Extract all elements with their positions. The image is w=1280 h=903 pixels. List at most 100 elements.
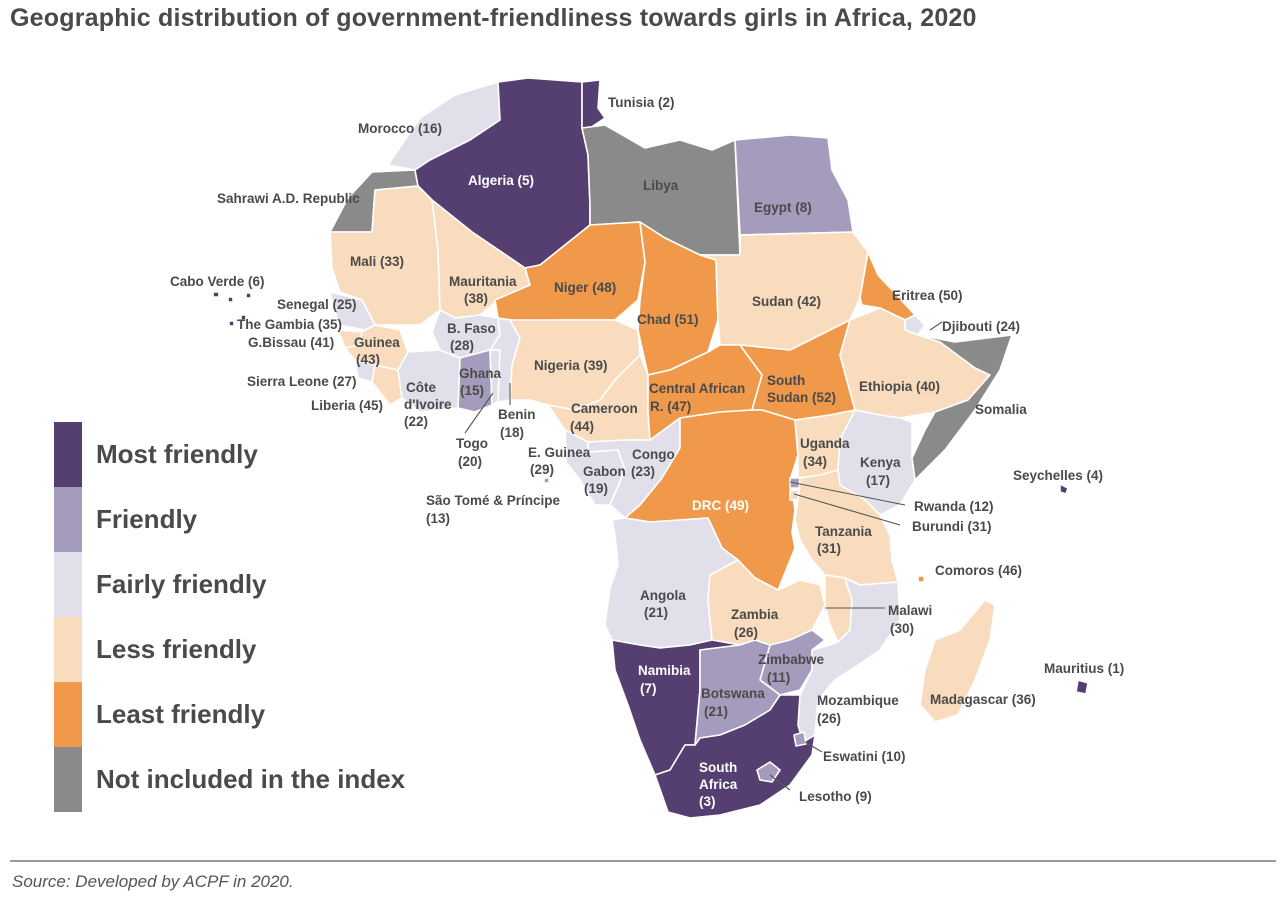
label-malawi-1: Malawi xyxy=(888,603,932,618)
source-note: Source: Developed by ACPF in 2020. xyxy=(12,872,294,891)
footer-divider xyxy=(10,860,1276,862)
label-sierra-leone: Sierra Leone (27) xyxy=(247,374,357,389)
legend-swatch xyxy=(54,552,82,617)
legend-item-least-friendly: Least friendly xyxy=(54,682,405,747)
label-eguinea-1: E. Guinea xyxy=(528,445,591,460)
label-mali: Mali (33) xyxy=(350,254,404,269)
region-comoros[interactable] xyxy=(917,575,925,583)
label-benin-1: Benin xyxy=(498,407,536,422)
label-angola-1: Angola xyxy=(640,588,686,603)
region-seychelles[interactable] xyxy=(1059,483,1069,495)
label-car-1: Central African xyxy=(649,381,745,396)
label-eritrea: Eritrea (50) xyxy=(892,288,963,303)
label-madagascar: Madagascar (36) xyxy=(930,692,1036,707)
label-tunisia: Tunisia (2) xyxy=(608,95,675,110)
region-lesotho[interactable] xyxy=(756,761,781,783)
label-cameroon-2: (44) xyxy=(570,419,594,434)
label-djibouti: Djibouti (24) xyxy=(942,319,1020,334)
region-egypt[interactable] xyxy=(734,134,854,236)
label-chad: Chad (51) xyxy=(637,312,699,327)
label-angola-2: (21) xyxy=(644,605,668,620)
label-tanzania-2: (31) xyxy=(817,541,841,556)
legend-item-less-friendly: Less friendly xyxy=(54,617,405,682)
label-namibia-2: (7) xyxy=(640,681,657,696)
region-madagascar[interactable] xyxy=(919,599,996,723)
label-ssudan-2: Sudan (52) xyxy=(767,390,836,405)
label-safrica-2: Africa xyxy=(699,777,738,792)
label-cote-2: d'Ivoire xyxy=(404,397,452,412)
label-bfaso-1: B. Faso xyxy=(447,321,496,336)
region-sao-tome[interactable] xyxy=(543,477,550,484)
legend-swatch xyxy=(54,487,82,552)
label-libya: Libya xyxy=(643,178,679,193)
region-tunisia[interactable] xyxy=(581,79,606,129)
region-mauritius[interactable] xyxy=(1075,679,1089,695)
label-namibia-1: Namibia xyxy=(638,663,691,678)
legend-swatch xyxy=(54,422,82,487)
label-nigeria: Nigeria (39) xyxy=(534,358,608,373)
legend-label: Friendly xyxy=(96,504,198,534)
label-comoros: Comoros (46) xyxy=(935,563,1022,578)
label-ssudan-1: South xyxy=(767,373,805,388)
label-uganda-1: Uganda xyxy=(800,436,850,451)
label-mozambique-1: Mozambique xyxy=(817,693,899,708)
legend-label: Least friendly xyxy=(96,699,266,729)
label-benin-2: (18) xyxy=(500,425,524,440)
legend-swatch xyxy=(54,617,82,682)
region-ghana[interactable] xyxy=(457,349,493,413)
label-drc: DRC (49) xyxy=(692,498,749,513)
label-eguinea-2: (29) xyxy=(530,462,554,477)
label-bfaso-2: (28) xyxy=(450,338,474,353)
label-seychelles: Seychelles (4) xyxy=(1013,468,1103,483)
label-cabo-verde: Cabo Verde (6) xyxy=(170,274,265,289)
label-guinea-1: Guinea xyxy=(354,335,400,350)
label-kenya-1: Kenya xyxy=(860,455,901,470)
label-kenya-2: (17) xyxy=(866,473,890,488)
label-malawi-2: (30) xyxy=(890,621,914,636)
legend-item-fairly-friendly: Fairly friendly xyxy=(54,552,405,617)
region-cabo-verde[interactable] xyxy=(212,291,252,327)
label-gabon-2: (19) xyxy=(584,481,608,496)
label-rwanda: Rwanda (12) xyxy=(914,499,994,514)
label-cameroon-1: Cameroon xyxy=(571,401,638,416)
label-eswatini: Eswatini (10) xyxy=(823,749,906,764)
label-cote-3: (22) xyxy=(404,414,428,429)
legend-label: Less friendly xyxy=(96,634,257,664)
label-mauritius: Mauritius (1) xyxy=(1044,661,1124,676)
region-eritrea[interactable] xyxy=(859,251,916,321)
label-mozambique-2: (26) xyxy=(817,711,841,726)
label-morocco: Morocco (16) xyxy=(358,121,442,136)
label-gambia: The Gambia (35) xyxy=(237,317,342,332)
label-guinea-2: (43) xyxy=(356,352,380,367)
legend-swatch xyxy=(54,747,82,812)
label-zimbabwe-2: (11) xyxy=(767,670,790,685)
label-gabon-1: Gabon xyxy=(583,464,626,479)
region-eswatini[interactable] xyxy=(793,731,807,747)
label-zambia-1: Zambia xyxy=(731,607,779,622)
label-botswana-1: Botswana xyxy=(701,686,765,701)
label-liberia: Liberia (45) xyxy=(311,398,383,413)
label-ghana-1: Ghana xyxy=(459,366,502,381)
legend-label: Fairly friendly xyxy=(96,569,267,599)
label-burundi: Burundi (31) xyxy=(912,519,992,534)
legend-label: Most friendly xyxy=(96,439,258,469)
label-botswana-2: (21) xyxy=(704,704,728,719)
label-congo-2: (23) xyxy=(631,464,655,479)
label-egypt: Egypt (8) xyxy=(754,200,812,215)
label-sao-tome-2: (13) xyxy=(426,511,450,526)
region-south-africa[interactable] xyxy=(654,694,816,819)
legend-item-not-included: Not included in the index xyxy=(54,747,405,812)
legend-label: Not included in the index xyxy=(96,764,406,794)
label-ghana-2: (15) xyxy=(460,383,484,398)
label-mauritania-1: Mauritania xyxy=(449,274,517,289)
label-zimbabwe-1: Zimbabwe xyxy=(758,652,825,667)
legend-swatch xyxy=(54,682,82,747)
label-togo-1: Togo xyxy=(456,436,488,451)
map-title: Geographic distribution of government-fr… xyxy=(10,4,977,32)
label-sudan: Sudan (42) xyxy=(752,294,821,309)
label-safrica-1: South xyxy=(699,760,737,775)
label-congo-1: Congo xyxy=(632,447,675,462)
label-sao-tome-1: São Tomé & Príncipe xyxy=(426,493,561,508)
legend-item-friendly: Friendly xyxy=(54,487,405,552)
label-niger: Niger (48) xyxy=(554,280,616,295)
